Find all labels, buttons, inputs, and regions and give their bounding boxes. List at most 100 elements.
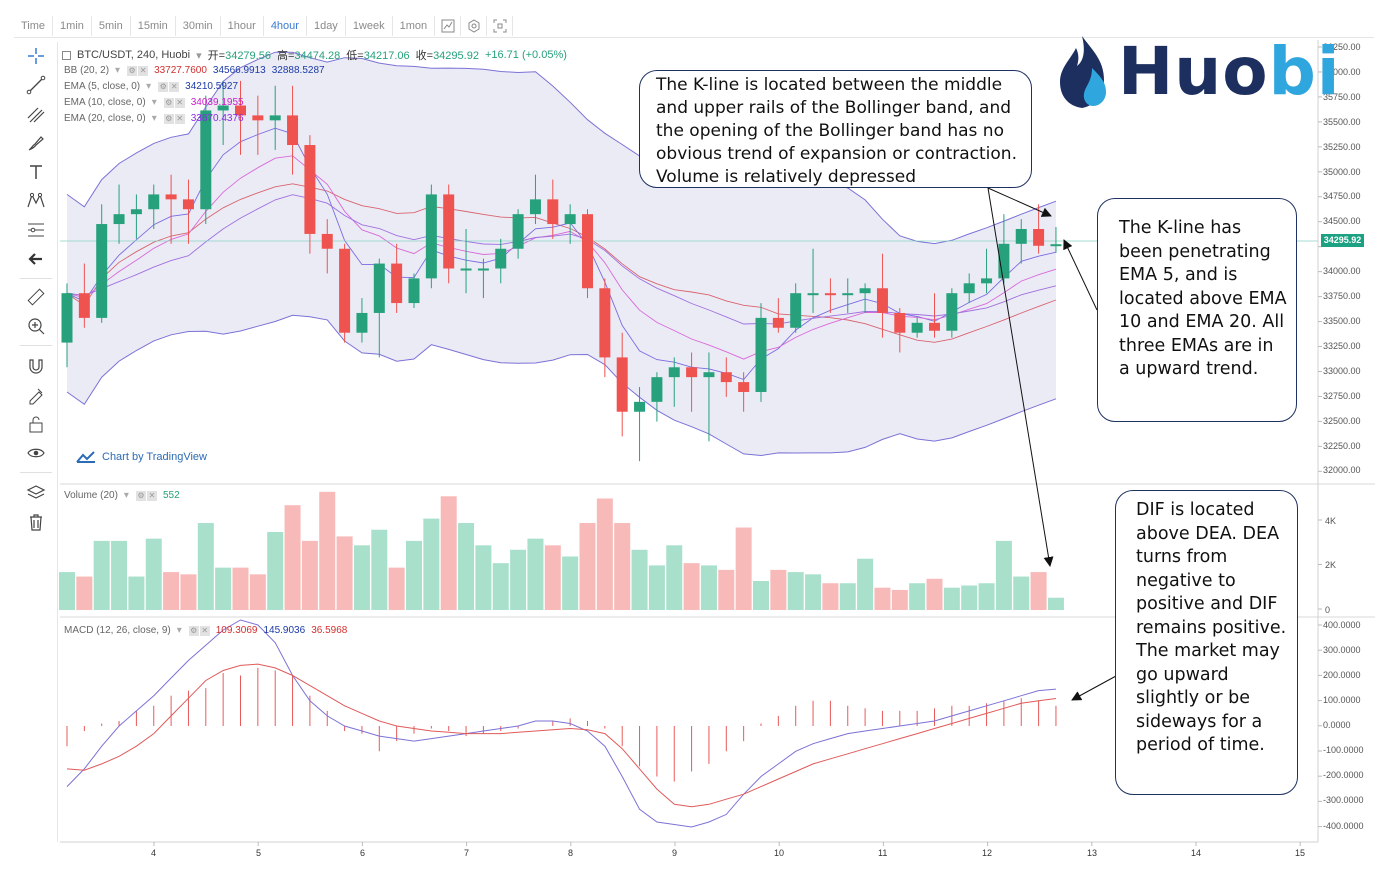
text-icon[interactable] (22, 160, 50, 184)
volume-bar (492, 563, 509, 610)
current-price-tag: 34295.92 (1321, 234, 1364, 247)
ema10-line (66, 155, 1057, 360)
settings-icon[interactable]: ⚙ (127, 66, 138, 76)
candle-body (772, 317, 784, 328)
price-tick: 34000.00 (1323, 266, 1361, 276)
settings-icon[interactable]: ⚙ (188, 626, 199, 636)
tf-30min[interactable]: 30min (176, 15, 221, 36)
tradingview-badge[interactable]: Chart by TradingView (72, 448, 211, 466)
time-tick: 9 (672, 848, 678, 858)
volume-bar (770, 569, 787, 610)
candle-body (564, 214, 576, 225)
trash-icon[interactable] (22, 510, 50, 534)
volume-bar (961, 585, 978, 610)
menu-icon[interactable] (62, 50, 71, 60)
candle-body (425, 194, 437, 279)
low-label: 低= (346, 50, 364, 62)
candle-body (738, 382, 750, 392)
lock-drawing-icon[interactable] (22, 383, 50, 407)
volume-bar (145, 538, 162, 610)
brush-icon[interactable] (22, 131, 50, 155)
settings-icon[interactable]: ⚙ (163, 98, 174, 108)
tf-15min[interactable]: 15min (131, 15, 176, 36)
settings-icon[interactable]: ⚙ (158, 82, 169, 92)
eye-icon[interactable] (22, 441, 50, 465)
price-tick: 32750.00 (1323, 391, 1361, 401)
tf-1day[interactable]: 1day (307, 15, 346, 36)
close-icon[interactable]: ✕ (146, 491, 157, 501)
settings-icon[interactable]: ⚙ (163, 114, 174, 124)
volume-bar (336, 536, 353, 610)
crosshair-icon[interactable] (22, 44, 50, 68)
candle-body (529, 199, 541, 215)
pair-dropdown-icon[interactable]: ▾ (196, 49, 202, 62)
candle-body (720, 372, 732, 383)
volume-legend: Volume (20) ▾ ⚙ ✕ 552 (64, 490, 180, 501)
pattern-icon[interactable] (22, 189, 50, 213)
pitchfork-icon[interactable] (22, 102, 50, 126)
volume-bar (822, 583, 839, 610)
volume-bar (718, 569, 735, 610)
tf-1week[interactable]: 1week (346, 15, 393, 36)
high-value: 34474.28 (294, 50, 341, 62)
close-icon[interactable]: ✕ (174, 114, 185, 124)
ema10-legend: EMA (10, close, 0) ▾ ⚙ ✕ 34039.1955 (64, 97, 244, 108)
candle-body (287, 115, 299, 146)
tf-time[interactable]: Time (14, 15, 54, 36)
zoom-in-icon[interactable] (22, 314, 50, 338)
candle-body (703, 372, 715, 378)
close-icon[interactable]: ✕ (138, 66, 149, 76)
tf-5min[interactable]: 5min (92, 15, 131, 36)
close-icon[interactable]: ✕ (174, 98, 185, 108)
tf-1min[interactable]: 1min (53, 15, 92, 36)
bb-lower: 32888.5287 (271, 65, 325, 76)
candle-body (981, 278, 993, 284)
settings-icon[interactable]: ⚙ (135, 491, 146, 501)
volume-bar (197, 523, 214, 610)
close-icon[interactable]: ✕ (199, 626, 210, 636)
volume-bar (614, 523, 631, 610)
candle-body (998, 243, 1010, 279)
price-tick: 34750.00 (1323, 191, 1361, 201)
candle-body (182, 199, 194, 210)
macd-tick: -200.0000 (1323, 770, 1364, 780)
volume-bar (1047, 597, 1064, 610)
unlock-icon[interactable] (22, 412, 50, 436)
volume-bar (284, 505, 301, 610)
fullscreen-icon[interactable] (487, 15, 514, 36)
close-icon[interactable]: ✕ (169, 82, 180, 92)
candle-body (321, 233, 333, 249)
ruler-icon[interactable] (22, 285, 50, 309)
candle-style-icon[interactable] (435, 15, 462, 36)
measure-icon[interactable] (22, 218, 50, 242)
candle-body (929, 322, 940, 331)
ema20-value: 33870.4376 (190, 113, 244, 124)
volume-bar (111, 540, 128, 610)
candle-body (408, 278, 420, 304)
time-tick: 5 (256, 848, 262, 858)
back-arrow-icon[interactable] (22, 247, 50, 271)
volume-tick: 2K (1325, 560, 1337, 570)
volume-bar (891, 589, 908, 610)
trend-line-icon[interactable] (22, 73, 50, 97)
magnet-icon[interactable] (22, 354, 50, 378)
price-tick: 33750.00 (1323, 291, 1361, 301)
candle-body (477, 268, 489, 271)
time-tick: 11 (878, 848, 888, 858)
tf-1mon[interactable]: 1mon (393, 15, 436, 36)
volume-bar (874, 587, 891, 610)
tf-1hour[interactable]: 1hour (221, 15, 264, 36)
layers-icon[interactable] (22, 481, 50, 505)
price-tick: 35500.00 (1323, 117, 1361, 127)
candle-body (790, 293, 802, 328)
settings-icon[interactable] (461, 15, 488, 36)
open-label: 开= (207, 50, 226, 62)
price-tick: 35750.00 (1323, 92, 1361, 102)
time-tick: 6 (360, 848, 366, 858)
candle-body (963, 283, 975, 294)
tf-4hour[interactable]: 4hour (264, 15, 307, 36)
volume-bar (232, 567, 249, 610)
candle-body (755, 317, 767, 392)
ema20-legend: EMA (20, close, 0) ▾ ⚙ ✕ 33870.4376 (64, 113, 244, 124)
